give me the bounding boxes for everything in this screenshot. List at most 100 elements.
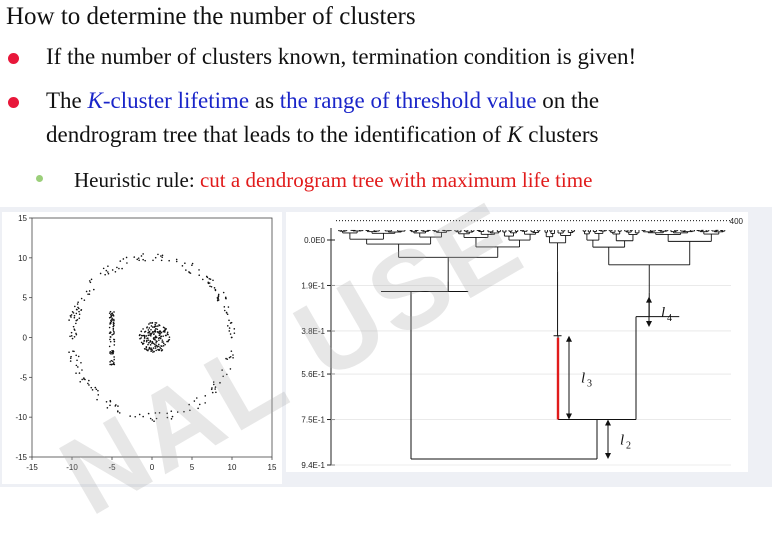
scatter-point: [68, 351, 70, 354]
dendro-leaf: [546, 220, 547, 222]
scatter-point: [152, 337, 155, 339]
scatter-point: [229, 322, 232, 324]
scatter-point: [75, 308, 78, 311]
dendro-leaf: [645, 220, 646, 222]
dendro-leaf: [465, 220, 466, 222]
scatter-point: [89, 281, 92, 284]
bullet-marker: [8, 53, 19, 64]
scatter-point: [133, 256, 136, 258]
scatter-point: [154, 329, 156, 331]
scatter-point: [147, 337, 149, 340]
scatter-point: [77, 307, 80, 310]
scatter-point: [160, 335, 163, 338]
dendro-leaf: [435, 220, 436, 222]
dendro-leaf: [594, 220, 595, 222]
dendro-leaf: [507, 220, 508, 222]
scatter-point: [154, 336, 157, 339]
dendro-leaf: [441, 220, 442, 222]
scatter-point: [109, 363, 111, 366]
scatter-point: [166, 416, 169, 419]
scatter-point: [147, 339, 150, 341]
dendro-leaf: [417, 220, 418, 222]
dendro-leaf: [675, 220, 676, 222]
scatter-point: [217, 293, 220, 296]
scatter-point: [111, 269, 114, 271]
dendro-leaf: [696, 220, 697, 222]
y-tick-label: 15: [18, 214, 27, 223]
dendro-leaf: [669, 220, 670, 222]
scatter-point: [111, 360, 114, 363]
dendro-leaf: [459, 220, 460, 222]
dendro-leaf: [525, 220, 526, 222]
scatter-point: [70, 331, 73, 334]
x-tick-label: 10: [228, 463, 237, 472]
scatter-point: [113, 332, 115, 334]
scatter-point: [143, 336, 146, 338]
scatter-point: [108, 312, 111, 314]
dendro-leaf: [402, 220, 403, 222]
dendro-leaf: [690, 220, 691, 222]
scatter-point: [163, 330, 166, 332]
scatter-point: [214, 386, 217, 388]
scatter-point: [102, 267, 105, 270]
dendro-leaf: [426, 220, 427, 222]
scatter-point: [149, 340, 152, 343]
scatter-point: [162, 342, 165, 345]
scatter-point: [140, 330, 143, 333]
scatter-point: [94, 386, 97, 389]
scatter-point: [155, 349, 157, 352]
dendro-leaf: [723, 220, 724, 222]
scatter-point: [144, 259, 146, 262]
x-tick-label: 15: [268, 463, 277, 472]
dendro-leaf: [483, 220, 484, 222]
scatter-point: [70, 355, 72, 358]
dendro-leaf: [447, 220, 448, 222]
dendro-leaf: [471, 220, 472, 222]
scatter-point: [112, 318, 115, 321]
scatter-point: [107, 272, 110, 275]
scatter-point: [138, 334, 141, 337]
scatter-point: [106, 407, 109, 409]
dendro-leaf: [384, 220, 385, 222]
dendro-leaf: [558, 220, 559, 222]
scatter-point: [105, 269, 108, 272]
scatter-point: [73, 328, 76, 330]
bullet-marker: [8, 97, 19, 108]
scatter-point: [75, 322, 77, 325]
dendro-leaf: [444, 220, 445, 222]
scatter-point: [109, 310, 112, 313]
scatter-point: [154, 335, 157, 337]
dendro-leaf: [678, 220, 679, 222]
scatter-point: [183, 410, 185, 413]
scatter-point: [77, 301, 79, 304]
dendro-leaf: [729, 220, 730, 222]
scatter-point: [197, 407, 199, 410]
scatter-point: [138, 259, 140, 262]
scatter-point: [104, 273, 106, 276]
scatter-point: [232, 354, 234, 356]
scatter-point: [99, 272, 102, 275]
scatter-point: [216, 297, 219, 299]
lifetime-4-subscript: 4: [667, 313, 672, 324]
scatter-point: [228, 319, 230, 322]
lifetime-3-head: [566, 335, 572, 342]
scatter-point: [137, 257, 140, 259]
dendro-leaf: [432, 220, 433, 222]
scatter-point: [119, 260, 122, 262]
scatter-point: [72, 312, 75, 314]
lifetime-4-head: [646, 320, 652, 327]
dendro-leaf: [537, 220, 538, 222]
scatter-point: [111, 317, 113, 320]
dendro-leaf: [468, 220, 469, 222]
scatter-point: [150, 332, 153, 335]
scatter-point: [141, 334, 144, 337]
scatter-point: [158, 330, 161, 333]
scatter-point: [149, 417, 152, 420]
dendro-leaf: [360, 220, 361, 222]
scatter-point: [211, 391, 214, 394]
dendro-leaf: [429, 220, 430, 222]
scatter-point: [184, 262, 186, 265]
scatter-point: [80, 361, 82, 364]
scatter-point: [70, 314, 73, 316]
